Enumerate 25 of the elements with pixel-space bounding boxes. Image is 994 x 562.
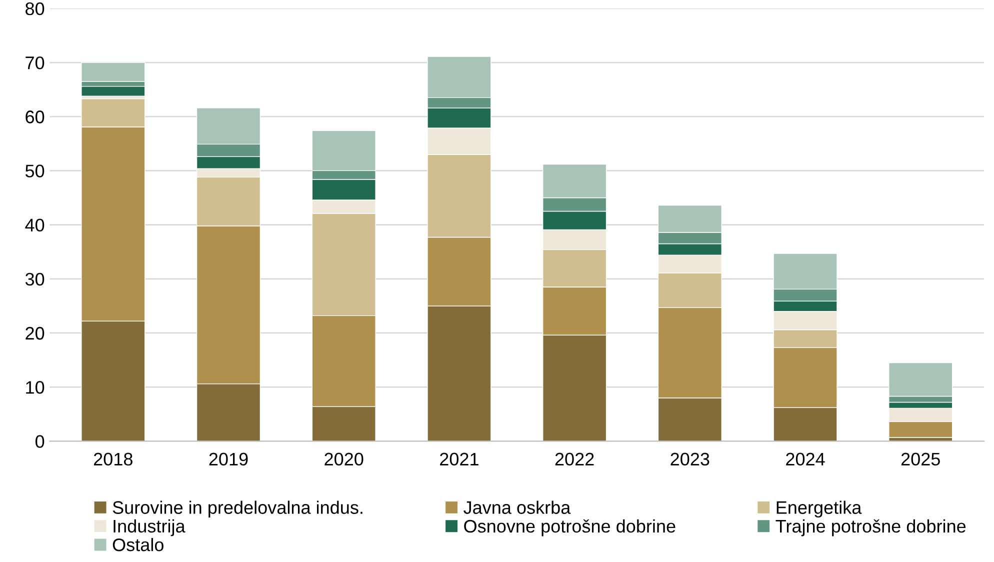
legend-label: Javna oskrba (464, 500, 571, 514)
legend-label: Ostalo (112, 538, 164, 552)
bar (81, 86, 146, 96)
y-tick-label: 30 (25, 272, 44, 286)
y-tick-label: 80 (26, 2, 44, 16)
y-tick-label: 50 (25, 164, 44, 178)
legend-label: Industrija (114, 519, 186, 536)
y-tick-label: 10 (26, 381, 44, 394)
x-tick-label: 2019 (209, 452, 248, 466)
x-tick-label: 2022 (555, 452, 594, 466)
y-tick-label: 20 (26, 326, 44, 340)
y-tick-label: 40 (25, 218, 44, 232)
x-tick-label: 2020 (324, 452, 364, 466)
y-tick-label: 70 (26, 56, 44, 70)
legend-label: Surovine in predelovalna indus. (112, 500, 362, 518)
x-tick-label: 2018 (94, 452, 132, 466)
legend-label: Energetika (776, 500, 862, 518)
y-tick-label: 0 (36, 435, 44, 448)
x-tick-label: 2025 (901, 452, 940, 466)
x-tick-label: 2021 (440, 452, 478, 466)
x-tick-label: 2023 (670, 452, 710, 466)
x-tick-label: 2024 (786, 452, 825, 466)
legend-label: Trajne potrošne dobrine (776, 519, 966, 536)
y-tick-label: 60 (26, 110, 44, 124)
legend-label: Osnovne potrošne dobrine (464, 519, 676, 536)
